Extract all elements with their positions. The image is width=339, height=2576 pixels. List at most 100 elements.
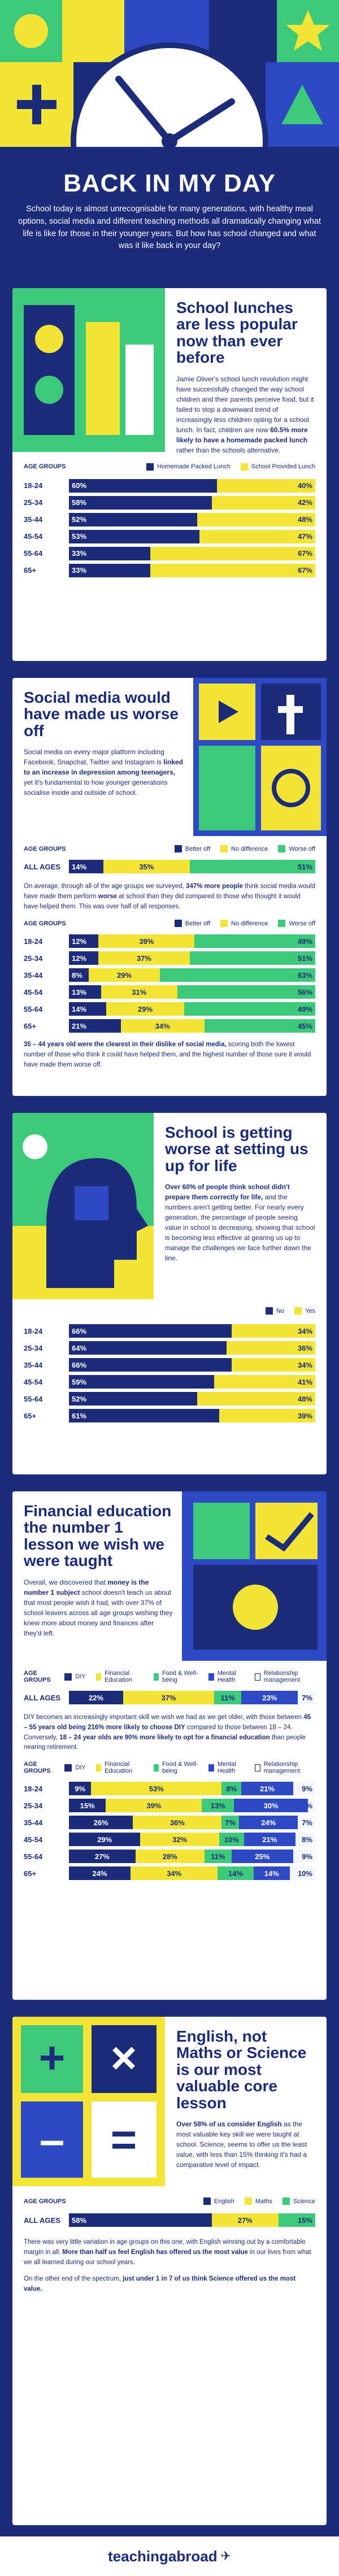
bar-segment: 53% <box>69 529 200 543</box>
plus-icon <box>17 85 56 124</box>
play-icon <box>219 700 238 723</box>
bar-segment: 13% <box>69 985 101 999</box>
bar-segment: 34% <box>120 1019 205 1033</box>
finance-title: Financial education the number 1 lesson … <box>24 1502 172 1570</box>
finance-legend: AGE GROUPS DIY Financial Education Food … <box>24 1670 300 1683</box>
bar-segment: 11% <box>204 1850 232 1864</box>
bar-segment: 37% <box>98 951 190 965</box>
camera-icon <box>272 769 310 807</box>
bar-segment: 33% <box>69 546 150 560</box>
bar-segment: 29% <box>106 1002 184 1016</box>
times-icon: × <box>111 2033 137 2083</box>
bar-segment: 51% <box>189 951 315 965</box>
bar-segment: 47% <box>199 529 315 543</box>
bar-segment: 8% <box>295 1833 315 1847</box>
bar-segment: 29% <box>88 968 160 982</box>
age-label: 65+ <box>24 566 37 575</box>
bar-segment: 14% <box>218 1866 254 1881</box>
age-label: 25-34 <box>24 1343 43 1352</box>
social-mid-text: On average, through all of the age group… <box>24 883 315 910</box>
bar-segment: 21% <box>69 1019 121 1033</box>
finance-illustration <box>182 1491 327 1661</box>
worse-legend: No Yes <box>24 1307 315 1315</box>
chart-row: 45-54 53% 47% <box>24 528 315 545</box>
chart-row: 18-24 60% 40% <box>24 477 315 494</box>
brand-logo[interactable]: teachingabroad <box>107 2547 218 2565</box>
navy-tile <box>209 0 277 62</box>
chart-row: 35-44 66% 34% <box>24 1356 315 1373</box>
bar-segment: 60% <box>69 478 217 493</box>
facebook-icon <box>286 695 294 734</box>
chart-row: 55-64 27% 28% 11% 25% 9% <box>24 1848 315 1865</box>
bar-segment: 25% <box>231 1850 293 1864</box>
age-label: 18-24 <box>24 481 43 490</box>
star-icon <box>286 10 330 51</box>
lunch-card: School lunches are less popular now than… <box>12 288 327 661</box>
chart-row: 35-44 26% 36% 7% 24% 7% <box>24 1814 315 1831</box>
bar-segment: 7% <box>298 1691 315 1704</box>
chart-row: 25-34 58% 42% <box>24 494 315 511</box>
bar-segment: 39% <box>106 1799 202 1813</box>
bar-segment: 66% <box>69 1324 232 1338</box>
bar-segment: 28% <box>135 1850 205 1864</box>
english-foot-1: There was very little variation in age g… <box>24 2239 311 2266</box>
chart-row: 65+ 33% 67% <box>24 562 315 579</box>
chart-row: ALL AGES 22% 37% 11% 23% 7% <box>24 1689 315 1706</box>
plus-icon: + <box>39 2033 66 2083</box>
bar-segment: 52% <box>69 512 197 526</box>
bar-segment: 34% <box>231 1324 315 1338</box>
finance-card: Financial education the number 1 lesson … <box>12 1491 327 2000</box>
age-label: ALL AGES <box>24 2216 61 2225</box>
age-label: 45-54 <box>24 1835 43 1844</box>
bar-segment: 34% <box>231 1358 315 1372</box>
english-title: English, not Maths or Science is our mos… <box>176 2027 307 2112</box>
age-label: 65+ <box>24 1411 37 1420</box>
chart-row: 45-54 13% 31% 56% <box>24 984 315 1000</box>
bar-segment: 56% <box>177 985 315 999</box>
bar-segment: 48% <box>197 512 315 526</box>
age-label: 35-44 <box>24 971 43 980</box>
bar-segment: 3% <box>307 1799 315 1813</box>
bar-segment: 23% <box>241 1691 298 1704</box>
bar-segment: 48% <box>197 1392 315 1406</box>
bar-segment: 58% <box>69 2213 212 2227</box>
age-label: 25-34 <box>24 954 43 963</box>
bar-segment: 53% <box>91 1782 222 1796</box>
bar-segment: 10% <box>289 1866 315 1881</box>
age-label: 55-64 <box>24 1004 43 1013</box>
worse-title: School is getting worse at setting us up… <box>165 1124 308 1174</box>
bar-segment: 21% <box>244 1833 296 1847</box>
bar-segment: 35% <box>103 860 190 873</box>
bar-segment: 58% <box>69 495 212 510</box>
bar-segment: 12% <box>69 934 99 948</box>
finance-text: Overall, we discovered that money is the… <box>24 1578 173 1637</box>
bar-segment: 39% <box>98 934 195 948</box>
equals-icon: = <box>111 2114 137 2165</box>
plane-icon: ✈ <box>220 2549 232 2563</box>
bar-segment: 27% <box>69 1850 136 1864</box>
yellow-tile <box>62 0 124 62</box>
worse-text: Over 60% of people think school didn't p… <box>165 1183 315 1263</box>
bar-segment: 30% <box>234 1799 308 1813</box>
bar-segment: 24% <box>69 1866 131 1881</box>
bar-segment: 61% <box>69 1409 219 1422</box>
bar-segment: 67% <box>150 546 315 560</box>
social-legend-2: AGE GROUPS Better off No difference Wors… <box>24 920 315 928</box>
chart-row: 65+ 61% 39% <box>24 1407 315 1424</box>
age-label: 35-44 <box>24 1818 43 1827</box>
chart-row: 65+ 21% 34% 45% <box>24 1017 315 1034</box>
bar-segment: 31% <box>101 985 177 999</box>
social-card: Social media would have made us worse of… <box>12 678 327 1096</box>
bar-segment: 51% <box>189 860 315 873</box>
bar-segment: 13% <box>202 1799 234 1813</box>
age-label: 45-54 <box>24 987 43 997</box>
bar-segment: 14% <box>69 1002 107 1016</box>
bar-segment: 11% <box>214 1691 242 1704</box>
social-foot-text: 35 – 44 years old were the clearest in t… <box>24 1041 311 1069</box>
age-label: 35-44 <box>24 515 43 524</box>
bar-segment: 8% <box>221 1782 242 1796</box>
lunch-text: Jamie Oliver's school lunch revolution m… <box>176 375 314 454</box>
english-text: Over 58% of us consider English as the m… <box>176 2120 307 2169</box>
bar-segment: 8% <box>69 968 89 982</box>
bar-segment: 12% <box>69 951 99 965</box>
